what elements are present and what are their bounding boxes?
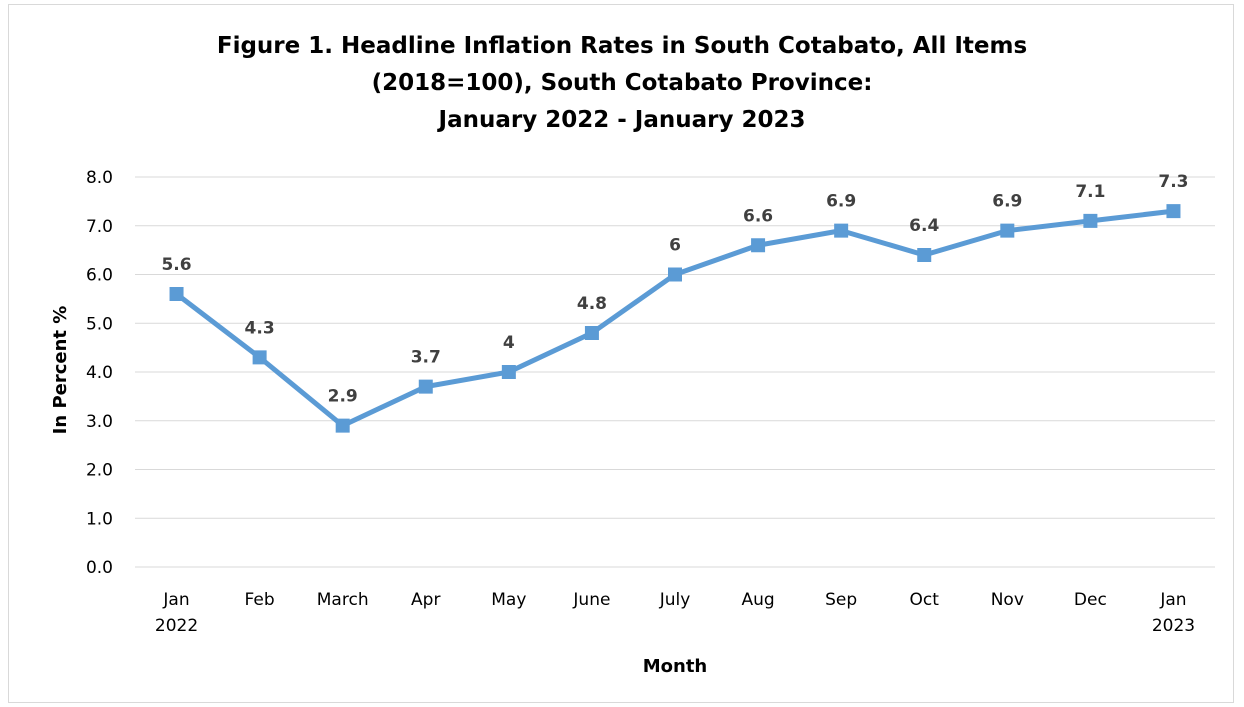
data-label: 4.3: [245, 318, 275, 338]
chart-title-line-1: Figure 1. Headline Inflation Rates in So…: [216, 33, 1028, 59]
data-label: 3.7: [411, 348, 441, 368]
x-tick-label: Feb: [245, 590, 275, 610]
x-tick-label: Dec: [1074, 590, 1107, 610]
y-tick-label: 8.0: [86, 168, 113, 188]
x-tick-label: 2022: [155, 616, 198, 636]
x-tick-label: Nov: [991, 590, 1024, 610]
data-point-marker: [335, 418, 350, 433]
y-tick-label: 1.0: [86, 509, 113, 529]
data-label: 4.8: [577, 294, 607, 314]
data-point-marker: [1166, 204, 1181, 219]
data-point-marker: [751, 238, 766, 253]
y-tick-label: 3.0: [86, 412, 113, 432]
chart-title-line-3: January 2022 - January 2023: [438, 107, 806, 133]
data-point-marker: [917, 248, 932, 262]
data-point-marker: [584, 326, 599, 340]
x-tick-label: 2023: [1152, 616, 1195, 636]
y-tick-label: 0.0: [86, 558, 113, 578]
chart-title-line-2: (2018=100), South Cotabato Province:: [371, 70, 873, 96]
gridlines: [135, 176, 1215, 568]
y-axis-title: In Percent %: [50, 306, 71, 435]
data-label: 6.9: [826, 192, 856, 212]
data-point-marker: [1000, 223, 1015, 238]
x-tick-label: Jan: [162, 590, 189, 610]
data-label: 7.3: [1158, 172, 1188, 192]
y-tick-label: 5.0: [86, 314, 113, 334]
x-tick-label: March: [317, 590, 369, 610]
chart-frame: [8, 4, 1234, 703]
data-labels: 5.6 4.3 2.9 3.7 4 4.8 6 6.6 6.9 6.4 6.9 7.1 7.3: [161, 172, 1188, 407]
series-markers: [169, 204, 1181, 433]
chart-title: Figure 1. Headline Inflation Rates in So…: [0, 28, 1244, 139]
data-label: 5.6: [161, 255, 191, 275]
data-point-marker: [1083, 213, 1098, 228]
x-tick-label: Jan: [1159, 590, 1186, 610]
data-point-marker: [834, 223, 849, 238]
x-axis-ticks: Jan 2022 Feb March Apr May June July Aug Sep Oct No…: [155, 590, 1195, 636]
data-point-marker: [169, 287, 184, 301]
y-axis-ticks: 0.0 1.0 2.0 3.0 4.0 5.0 6.0 7.0 8.0: [86, 168, 113, 578]
y-tick-label: 7.0: [86, 217, 113, 237]
data-label: 4: [503, 333, 515, 353]
y-tick-label: 6.0: [86, 266, 113, 286]
y-tick-label: 4.0: [86, 363, 113, 383]
x-tick-label: July: [659, 590, 691, 610]
data-label: 2.9: [328, 387, 358, 407]
y-tick-label: 2.0: [86, 461, 113, 481]
data-label: 7.1: [1075, 182, 1105, 202]
x-tick-label: Oct: [910, 590, 940, 610]
data-label: 6.9: [992, 192, 1022, 212]
x-axis-title: Month: [643, 656, 708, 677]
x-tick-label: Apr: [411, 590, 440, 610]
x-tick-label: Aug: [741, 590, 774, 610]
data-label: 6: [669, 236, 681, 256]
x-tick-label: May: [491, 590, 526, 610]
data-point-marker: [501, 365, 516, 379]
data-point-marker: [252, 350, 267, 365]
data-label: 6.4: [909, 216, 939, 236]
data-point-marker: [418, 379, 433, 394]
x-tick-label: Sep: [825, 590, 857, 610]
data-label: 6.6: [743, 206, 773, 226]
x-tick-label: June: [572, 590, 610, 610]
data-point-marker: [668, 267, 682, 282]
